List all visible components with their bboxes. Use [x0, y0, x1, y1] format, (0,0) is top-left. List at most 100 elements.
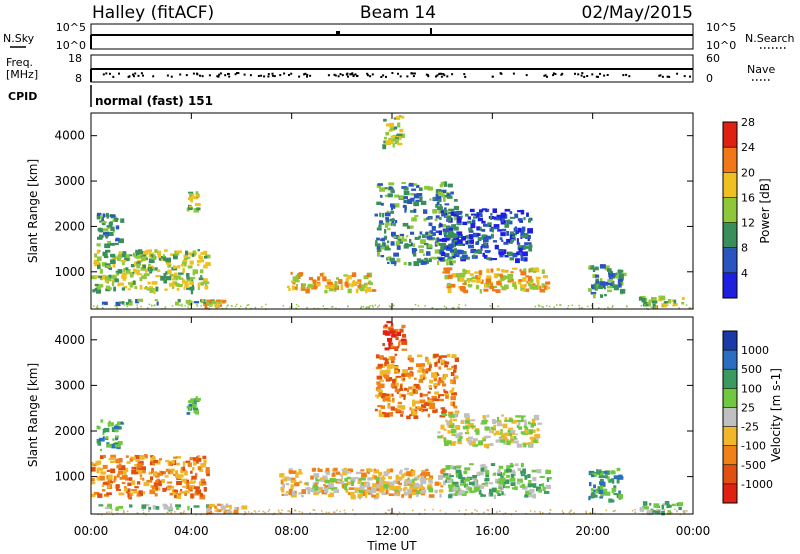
radar-cell: [295, 275, 299, 281]
radar-cell: [137, 259, 143, 263]
radar-cell: [162, 503, 168, 507]
radar-cell: [400, 469, 403, 473]
radar-cell: [414, 214, 419, 217]
radar-cell: [105, 265, 112, 268]
radar-cell: [458, 436, 463, 440]
radar-cell: [500, 212, 507, 217]
radar-cell: [416, 354, 423, 358]
radar-cell: [143, 482, 150, 486]
radar-cell: [178, 493, 181, 496]
radar-cell: [460, 483, 466, 486]
radar-cell: [432, 409, 436, 414]
radar-cell: [347, 492, 352, 495]
radar-cell: [233, 509, 239, 515]
radar-cell: [333, 488, 339, 493]
radar-cell: [151, 281, 158, 285]
radar-cell: [189, 286, 195, 291]
radar-cell: [529, 488, 535, 493]
radar-cell: [371, 494, 376, 498]
radar-cell: [193, 301, 200, 304]
nave-point: [440, 72, 443, 75]
scatter-speck: [445, 306, 448, 309]
radar-cell: [194, 203, 201, 207]
radar-cell: [392, 400, 395, 403]
radar-cell: [102, 232, 106, 236]
radar-cell: [527, 242, 532, 245]
radar-cell: [681, 297, 685, 300]
radar-cell: [452, 401, 455, 407]
radar-cell: [138, 249, 143, 254]
radar-cell: [366, 489, 369, 492]
radar-cell: [463, 271, 467, 275]
radar-cell: [104, 231, 109, 237]
scatter-speck: [605, 509, 607, 512]
radar-cell: [105, 285, 111, 289]
radar-cell: [490, 233, 494, 239]
radar-cell: [448, 494, 453, 499]
nave-point: [224, 74, 227, 77]
radar-cell: [398, 369, 401, 373]
colorbar-swatch: [723, 369, 737, 389]
scatter-speck: [362, 306, 365, 308]
radar-cell: [455, 466, 461, 469]
nave-point: [552, 74, 555, 77]
radar-cell: [116, 464, 121, 467]
radar-cell: [106, 443, 112, 448]
radar-cell: [401, 494, 405, 498]
radar-cell: [457, 254, 460, 258]
radar-cell: [350, 468, 354, 473]
radar-cell: [677, 502, 683, 507]
radar-cell: [108, 474, 113, 480]
radar-cell: [510, 473, 515, 478]
radar-cell: [400, 414, 404, 417]
colorbar-tick-label: 8: [741, 242, 748, 255]
radar-cell: [618, 490, 621, 494]
radar-cell: [99, 268, 103, 274]
radar-cell: [384, 229, 387, 234]
radar-cell: [527, 483, 533, 488]
radar-cell: [444, 238, 450, 241]
colorbar-tick-label: 4: [741, 267, 748, 280]
scatter-speck: [365, 306, 368, 308]
radar-cell: [444, 274, 449, 280]
radar-cell: [236, 507, 239, 511]
radar-cell: [114, 444, 120, 448]
radar-cell: [483, 242, 487, 247]
radar-cell: [167, 461, 171, 466]
scatter-speck: [360, 307, 362, 309]
radar-cell: [134, 270, 139, 273]
radar-cell: [291, 285, 295, 291]
radar-cell: [221, 299, 227, 303]
radar-cell: [150, 458, 156, 462]
scatter-speck: [515, 510, 517, 512]
radar-cell: [451, 224, 457, 229]
radar-cell: [386, 369, 391, 374]
radar-cell: [185, 250, 189, 256]
radar-cell: [382, 144, 387, 150]
radar-cell: [172, 281, 178, 285]
radar-cell: [390, 330, 396, 334]
cpid-label: CPID: [8, 90, 37, 103]
radar-cell: [144, 504, 150, 507]
radar-cell: [451, 387, 455, 391]
radar-cell: [616, 467, 621, 472]
radar-cell: [174, 266, 181, 269]
colorbar-swatch: [723, 247, 737, 274]
scatter-speck: [244, 511, 246, 513]
radar-cell: [378, 409, 382, 414]
scatter-speck: [367, 306, 369, 308]
radar-cell: [608, 273, 614, 278]
y-tick-label: 4000: [54, 129, 85, 143]
radar-cell: [407, 225, 414, 229]
radar-cell: [453, 248, 457, 252]
radar-cell: [485, 470, 490, 475]
radar-cell: [302, 283, 306, 287]
radar-cell: [413, 415, 419, 419]
radar-cell: [468, 422, 474, 427]
radar-cell: [96, 467, 102, 470]
radar-cell: [440, 376, 446, 381]
radar-cell: [361, 284, 366, 288]
radar-cell: [412, 479, 415, 484]
radar-cell: [641, 298, 646, 303]
